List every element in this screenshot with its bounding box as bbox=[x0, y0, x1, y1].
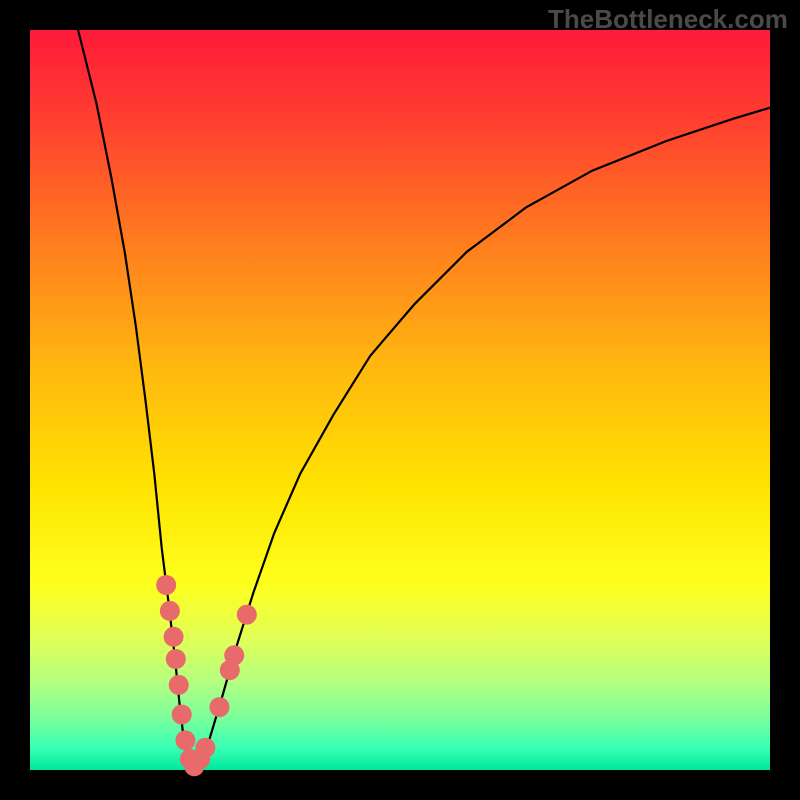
data-marker bbox=[195, 738, 215, 758]
data-marker bbox=[175, 730, 195, 750]
data-marker bbox=[164, 627, 184, 647]
data-marker bbox=[160, 601, 180, 621]
chart-svg bbox=[0, 0, 800, 800]
curve-right bbox=[193, 108, 770, 770]
watermark-text: TheBottleneck.com bbox=[548, 4, 788, 35]
data-marker bbox=[156, 575, 176, 595]
data-marker bbox=[172, 705, 192, 725]
data-marker bbox=[224, 645, 244, 665]
data-marker bbox=[237, 605, 257, 625]
data-marker bbox=[166, 649, 186, 669]
data-marker bbox=[209, 697, 229, 717]
marker-group bbox=[156, 575, 257, 776]
data-marker bbox=[169, 675, 189, 695]
chart-container: TheBottleneck.com bbox=[0, 0, 800, 800]
